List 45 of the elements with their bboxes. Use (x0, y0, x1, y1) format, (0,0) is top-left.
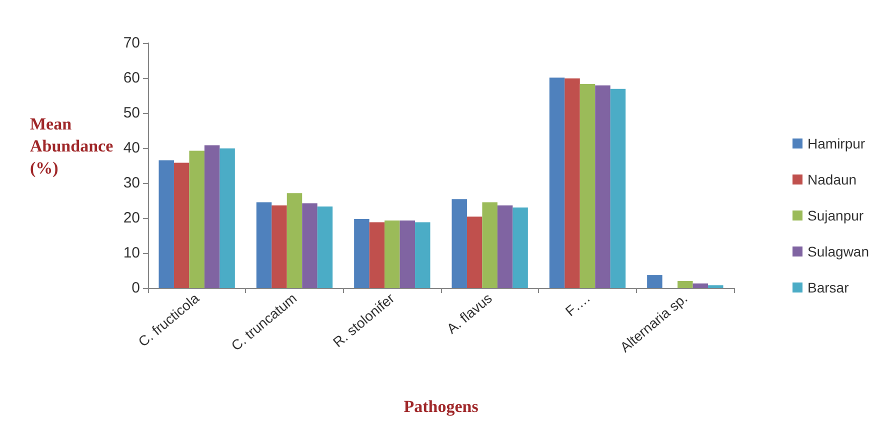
legend-label: Barsar (808, 280, 850, 296)
bar (497, 205, 513, 288)
bar (204, 145, 220, 288)
bar (317, 206, 333, 288)
y-tick-label: 30 (123, 174, 140, 192)
x-tick-label: F…. (562, 290, 593, 320)
bar (189, 150, 204, 288)
y-axis-title: Mean Abundance (%) (30, 114, 114, 178)
bar (466, 216, 482, 288)
bar (692, 283, 708, 288)
bar (286, 193, 302, 288)
bar (400, 220, 416, 288)
legend-label: Nadaun (808, 172, 857, 188)
legend-label: Hamirpur (808, 136, 866, 152)
bar (354, 219, 370, 288)
bar (580, 84, 596, 288)
bar (595, 85, 610, 288)
bar (384, 220, 400, 288)
bar (564, 78, 580, 288)
bar (415, 222, 430, 288)
y-tick-label: 0 (132, 280, 140, 296)
bar (678, 281, 693, 288)
y-tick-label: 70 (123, 34, 140, 52)
bar (512, 208, 528, 288)
y-tick-label: 10 (123, 244, 140, 262)
legend-label: Sujanpur (808, 208, 864, 224)
bar (220, 148, 235, 288)
bar (369, 222, 385, 288)
bar (647, 275, 662, 288)
bar (482, 202, 498, 288)
bar (174, 162, 190, 288)
legend-label: Sulagwan (808, 244, 870, 260)
bar (610, 88, 626, 288)
bar (158, 160, 174, 288)
bar (549, 78, 565, 288)
bar (302, 203, 318, 288)
x-axis-title: Pathogens (404, 397, 479, 416)
y-tick-label: 40 (123, 140, 140, 156)
bar (452, 199, 467, 288)
bar (708, 285, 724, 288)
y-tick-label: 20 (123, 210, 140, 226)
y-tick-label: 50 (123, 104, 140, 122)
y-tick-label: 60 (123, 70, 140, 86)
bar (272, 205, 287, 288)
bar (256, 202, 272, 288)
